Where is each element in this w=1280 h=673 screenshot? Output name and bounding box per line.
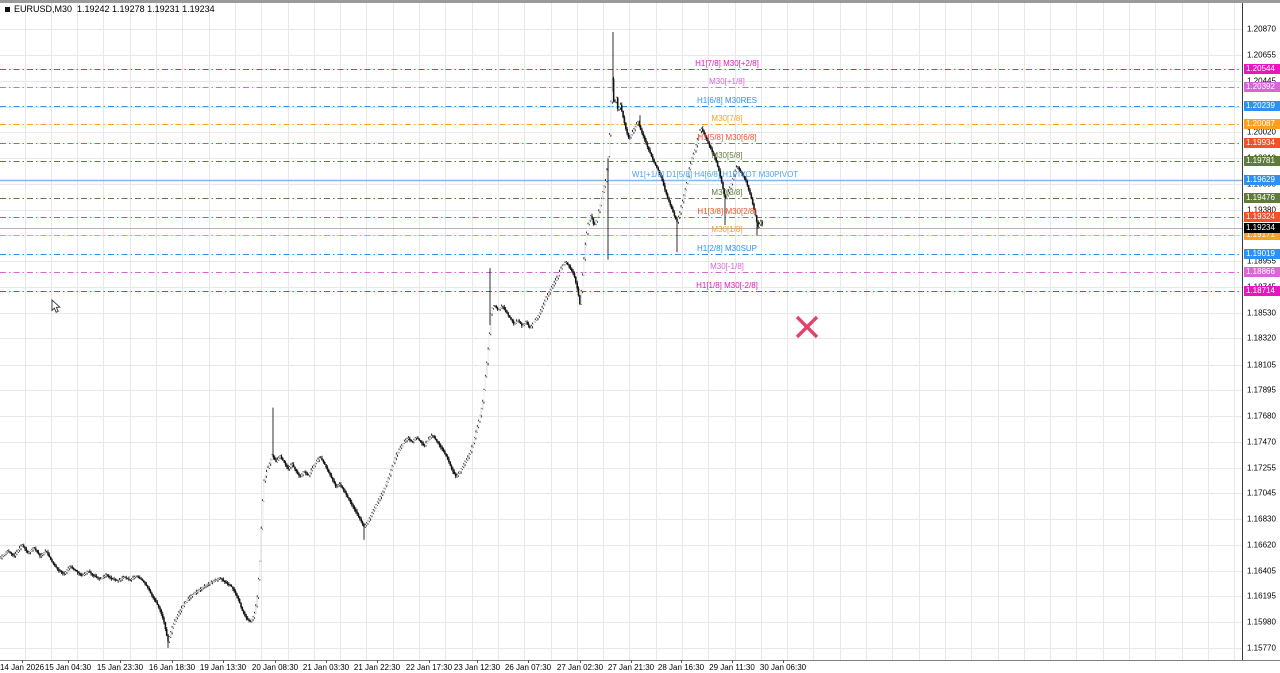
grid-lines xyxy=(0,3,1242,660)
murrey-level-label: M30[7/8] xyxy=(711,113,743,123)
price-axis-tick: 1.18955 xyxy=(1247,256,1276,266)
time-axis-tick-mark xyxy=(528,660,529,663)
murrey-level-label: M30[1/8] xyxy=(711,224,743,234)
time-axis-label: 21 Jan 22:30 xyxy=(353,663,401,672)
time-axis-label: 22 Jan 17:30 xyxy=(405,663,453,672)
level-price-badge: 1.19019 xyxy=(1244,248,1280,259)
time-axis-tick-mark xyxy=(477,660,478,663)
level-price-badge: 1.18866 xyxy=(1244,267,1280,278)
time-axis-tick-mark xyxy=(783,660,784,663)
time-axis[interactable]: 14 Jan 2026 15 Jan 04:30 15 Jan 23:30 16 Ja… xyxy=(0,660,1280,673)
mouse-cursor xyxy=(51,298,61,313)
level-price-badge: 1.19629 xyxy=(1244,174,1280,185)
symbol-ohlc-text: EURUSD,M30 1.19242 1.19278 1.19231 1.192… xyxy=(14,4,215,14)
time-axis-label: 28 Jan 16:30 xyxy=(657,663,705,672)
time-axis-label: 16 Jan 18:30 xyxy=(148,663,196,672)
time-axis-tick-mark xyxy=(68,660,69,663)
price-axis-tick: 1.15770 xyxy=(1247,643,1276,653)
time-axis-label: 26 Jan 07:30 xyxy=(504,663,552,672)
price-axis[interactable]: 1.208701.206551.204451.202301.200201.198… xyxy=(1242,3,1280,660)
murrey-level-label: H1[3/8] M30[2/8] xyxy=(697,206,757,216)
level-price-badge: 1.20544 xyxy=(1244,63,1280,74)
level-price-badge: 1.19934 xyxy=(1244,137,1280,148)
murrey-level-label: H1[6/8] M30RES xyxy=(696,95,758,105)
level-price-badge: 1.19171 xyxy=(1244,230,1280,241)
price-axis-tick: 1.17680 xyxy=(1247,411,1276,421)
level-price-badge: 1.20392 xyxy=(1244,82,1280,92)
chart-symbol-marker xyxy=(5,6,10,12)
symbol-ohlc-info: EURUSD,M30 1.19242 1.19278 1.19231 1.192… xyxy=(5,4,215,14)
price-axis-tick: 1.18105 xyxy=(1247,360,1276,370)
time-axis-tick-mark xyxy=(120,660,121,663)
time-axis-tick-mark xyxy=(275,660,276,663)
price-axis-tick: 1.18320 xyxy=(1247,333,1276,343)
murrey-level-label: H1[2/8] M30SUP xyxy=(696,243,758,253)
price-axis-tick: 1.16195 xyxy=(1247,591,1276,601)
level-price-badge: 1.20087 xyxy=(1244,119,1280,130)
price-axis-tick: 1.16830 xyxy=(1247,514,1276,524)
price-axis-tick: 1.16620 xyxy=(1247,540,1276,550)
level-price-badge: 1.19324 xyxy=(1244,211,1280,222)
window-top-border xyxy=(0,0,1280,3)
level-price-badge: 1.18714 xyxy=(1244,285,1280,296)
murrey-level-label: H1[5/8] M30[6/8] xyxy=(697,132,757,142)
level-price-badge: 1.19476 xyxy=(1244,193,1280,204)
time-axis-label: 30 Jan 06:30 xyxy=(759,663,807,672)
candlestick-chart xyxy=(0,3,1242,660)
time-axis-label: 23 Jan 12:30 xyxy=(453,663,501,672)
time-axis-label: 15 Jan 04:30 xyxy=(44,663,92,672)
candle-bodies-up xyxy=(0,79,762,642)
candle-bodies-down xyxy=(8,79,763,642)
time-axis-tick-mark xyxy=(377,660,378,663)
chart-plot-area[interactable]: H1[7/8] M30[+2/8] M30[+1/8] H1[6/8] M30RES… xyxy=(0,3,1242,660)
time-axis-label: 27 Jan 21:30 xyxy=(607,663,655,672)
time-axis-tick-mark xyxy=(223,660,224,663)
time-axis-label: 15 Jan 23:30 xyxy=(96,663,144,672)
time-axis-tick-mark xyxy=(681,660,682,663)
time-axis-label: 29 Jan 11:30 xyxy=(709,663,755,672)
time-axis-label: 20 Jan 08:30 xyxy=(251,663,299,672)
murrey-level-label: W1[+1/8] D1[5/8] H4[6/8] H1PIVOT M30PIVO… xyxy=(631,169,799,179)
time-axis-tick-mark xyxy=(326,660,327,663)
level-price-badge: 1.20239 xyxy=(1244,100,1280,111)
price-axis-tick: 1.15980 xyxy=(1247,617,1276,627)
time-axis-label: 14 Jan 2026 xyxy=(0,663,45,672)
price-axis-tick: 1.17470 xyxy=(1247,437,1276,447)
cross-mark-object[interactable] xyxy=(795,315,819,339)
price-axis-tick: 1.20445 xyxy=(1247,76,1276,86)
murrey-level-label: H1[7/8] M30[+2/8] xyxy=(695,58,759,68)
candle-spike-wicks xyxy=(167,32,758,648)
price-axis-tick: 1.16405 xyxy=(1247,566,1276,576)
murrey-level-label: M30[+1/8] xyxy=(709,76,745,86)
murrey-level-label: M30[5/8] xyxy=(711,150,743,160)
time-axis-tick-mark xyxy=(732,660,733,663)
time-axis-tick-mark xyxy=(429,660,430,663)
time-axis-label: 19 Jan 13:30 xyxy=(199,663,247,672)
time-axis-label: 27 Jan 02:30 xyxy=(556,663,604,672)
price-axis-tick: 1.18530 xyxy=(1247,308,1276,318)
murrey-level-label: H1[1/8] M30[-2/8] xyxy=(696,280,758,290)
time-axis-tick-mark xyxy=(580,660,581,663)
price-axis-tick: 1.20020 xyxy=(1247,127,1276,137)
price-axis-tick: 1.20870 xyxy=(1247,24,1276,34)
price-axis-tick: 1.17255 xyxy=(1247,463,1276,473)
time-axis-tick-mark xyxy=(172,660,173,663)
current-price-badge: 1.19234 xyxy=(1244,222,1280,233)
murrey-level-label: M30[3/8] xyxy=(711,187,743,197)
time-axis-label: 21 Jan 03:30 xyxy=(302,663,350,672)
time-axis-tick-mark xyxy=(22,660,23,663)
price-axis-tick: 1.17045 xyxy=(1247,488,1276,498)
price-axis-tick: 1.17895 xyxy=(1247,385,1276,395)
price-axis-tick: 1.19380 xyxy=(1247,205,1276,215)
murrey-level-label: M30[-1/8] xyxy=(710,261,744,271)
level-price-badge: 1.19781 xyxy=(1244,156,1280,167)
cross-mark-stroke xyxy=(795,315,819,339)
time-axis-tick-mark xyxy=(631,660,632,663)
price-axis-tick: 1.20655 xyxy=(1247,50,1276,60)
